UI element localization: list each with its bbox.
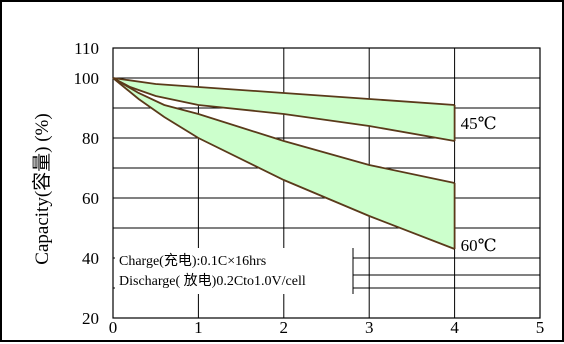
series-upper-line bbox=[112, 77, 455, 184]
plot-border bbox=[112, 47, 541, 319]
series-upper-line bbox=[112, 77, 455, 106]
y-tick-label: 80 bbox=[82, 129, 99, 148]
x-tick-label: 0 bbox=[109, 318, 118, 337]
series-band bbox=[113, 78, 455, 249]
annotation-text: Discharge( 放电)0.2Cto1.0V/cell bbox=[119, 273, 306, 289]
series-label: 60℃ bbox=[461, 236, 497, 255]
series-lower-line bbox=[112, 77, 455, 250]
y-tick-label: 40 bbox=[82, 249, 99, 268]
y-tick-label: 20 bbox=[82, 309, 99, 328]
annotation-text: Charge(充电):0.1C×16hrs bbox=[119, 253, 266, 269]
y-tick-label: 60 bbox=[82, 189, 99, 208]
y-tick-label: 110 bbox=[74, 39, 99, 58]
x-tick-label: 3 bbox=[365, 318, 374, 337]
y-axis-label: Capacity(容量) (%) bbox=[31, 113, 53, 264]
x-tick-label: 2 bbox=[280, 318, 289, 337]
x-tick-label: 4 bbox=[450, 318, 459, 337]
x-tick-label: 1 bbox=[194, 318, 203, 337]
series-label: 45℃ bbox=[461, 114, 497, 133]
x-tick-label: 5 bbox=[536, 318, 545, 337]
y-tick-label: 100 bbox=[74, 69, 100, 88]
annotation-box bbox=[115, 248, 353, 294]
